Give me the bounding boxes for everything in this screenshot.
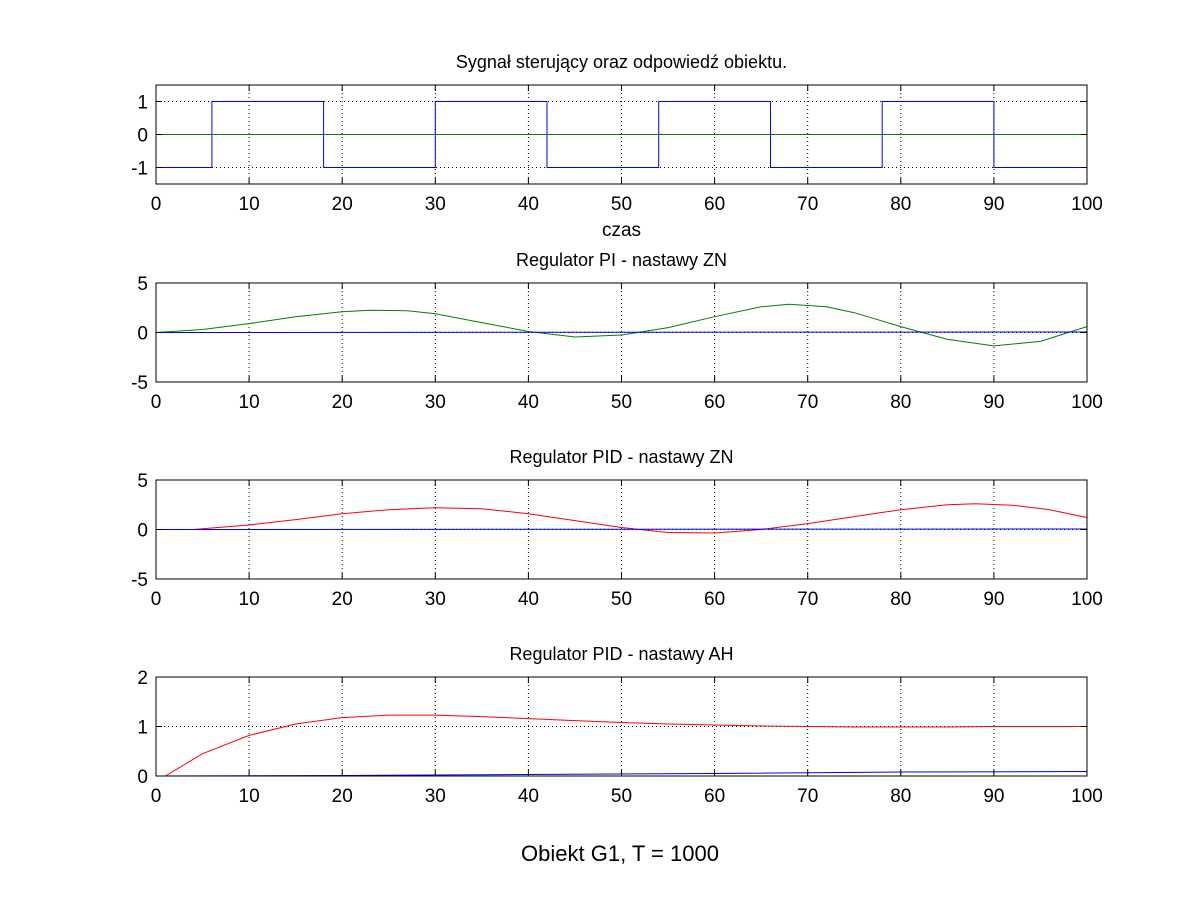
series-line-1 xyxy=(165,714,1087,777)
series-line-1 xyxy=(193,503,1088,534)
y-tick-label: -5 xyxy=(131,373,148,394)
x-tick-label: 10 xyxy=(239,589,260,610)
x-tick-label: 0 xyxy=(151,589,162,610)
x-tick-label: 0 xyxy=(151,392,162,413)
y-tick-label: 0 xyxy=(137,126,148,147)
x-axis-label: czas xyxy=(602,220,641,241)
y-tick-label: 1 xyxy=(137,718,148,739)
x-tick-label: 50 xyxy=(611,392,632,413)
x-tick-label: 20 xyxy=(332,392,353,413)
x-tick-label: 70 xyxy=(797,786,818,807)
x-tick-label: 60 xyxy=(704,194,725,215)
x-tick-label: 70 xyxy=(797,589,818,610)
x-tick-label: 10 xyxy=(239,392,260,413)
x-tick-label: 40 xyxy=(518,589,539,610)
x-tick-label: 40 xyxy=(518,194,539,215)
x-tick-label: 0 xyxy=(151,786,162,807)
x-tick-label: 70 xyxy=(797,194,818,215)
y-tick-label: -5 xyxy=(131,570,148,591)
series-line-2 xyxy=(155,528,1088,530)
y-tick-label: 5 xyxy=(137,274,148,295)
x-tick-label: 10 xyxy=(239,786,260,807)
y-tick-label: -1 xyxy=(131,159,148,180)
y-tick-label: 2 xyxy=(137,668,148,689)
x-tick-label: 50 xyxy=(611,589,632,610)
x-tick-label: 90 xyxy=(983,392,1004,413)
x-tick-label: 80 xyxy=(890,786,911,807)
x-tick-label: 60 xyxy=(704,786,725,807)
x-tick-label: 20 xyxy=(332,589,353,610)
x-tick-label: 30 xyxy=(425,589,446,610)
x-tick-label: 90 xyxy=(983,194,1004,215)
x-tick-label: 70 xyxy=(797,392,818,413)
x-tick-label: 80 xyxy=(890,589,911,610)
x-tick-label: 80 xyxy=(890,194,911,215)
x-tick-label: 0 xyxy=(151,194,162,215)
x-tick-label: 50 xyxy=(611,786,632,807)
y-tick-label: 5 xyxy=(137,471,148,492)
x-tick-label: 40 xyxy=(518,786,539,807)
series-line-2 xyxy=(155,331,1088,333)
x-tick-label: 40 xyxy=(518,392,539,413)
x-tick-label: 30 xyxy=(425,392,446,413)
x-tick-label: 50 xyxy=(611,194,632,215)
y-tick-label: 0 xyxy=(137,521,148,542)
y-tick-label: 0 xyxy=(137,324,148,345)
x-tick-label: 90 xyxy=(983,589,1004,610)
series-line-1 xyxy=(155,303,1088,347)
figure-suptitle: Obiekt G1, T = 1000 xyxy=(521,841,719,866)
x-tick-label: 20 xyxy=(332,786,353,807)
x-tick-label: 100 xyxy=(1071,589,1103,610)
series-line-1 xyxy=(156,101,1087,168)
subplot-title: Sygnał sterujący oraz odpowiedź obiektu. xyxy=(456,52,787,72)
x-tick-label: 90 xyxy=(983,786,1004,807)
subplot-title: Regulator PID - nastawy AH xyxy=(509,644,733,664)
y-tick-label: 0 xyxy=(137,767,148,788)
x-tick-label: 30 xyxy=(425,786,446,807)
subplot-title: Regulator PID - nastawy ZN xyxy=(509,447,733,467)
x-tick-label: 20 xyxy=(332,194,353,215)
x-tick-label: 100 xyxy=(1071,194,1103,215)
x-tick-label: 10 xyxy=(239,194,260,215)
subplot-title: Regulator PI - nastawy ZN xyxy=(516,250,727,270)
y-tick-label: 1 xyxy=(137,93,148,114)
x-tick-label: 60 xyxy=(704,392,725,413)
x-tick-label: 60 xyxy=(704,589,725,610)
x-tick-label: 80 xyxy=(890,392,911,413)
x-tick-label: 100 xyxy=(1071,392,1103,413)
subplot-4: 0 10 20 30 40 50 60 70 80 90 100 0 1 2 Regulator PID -… xyxy=(137,644,1102,807)
x-tick-label: 30 xyxy=(425,194,446,215)
x-tick-label: 100 xyxy=(1071,786,1103,807)
